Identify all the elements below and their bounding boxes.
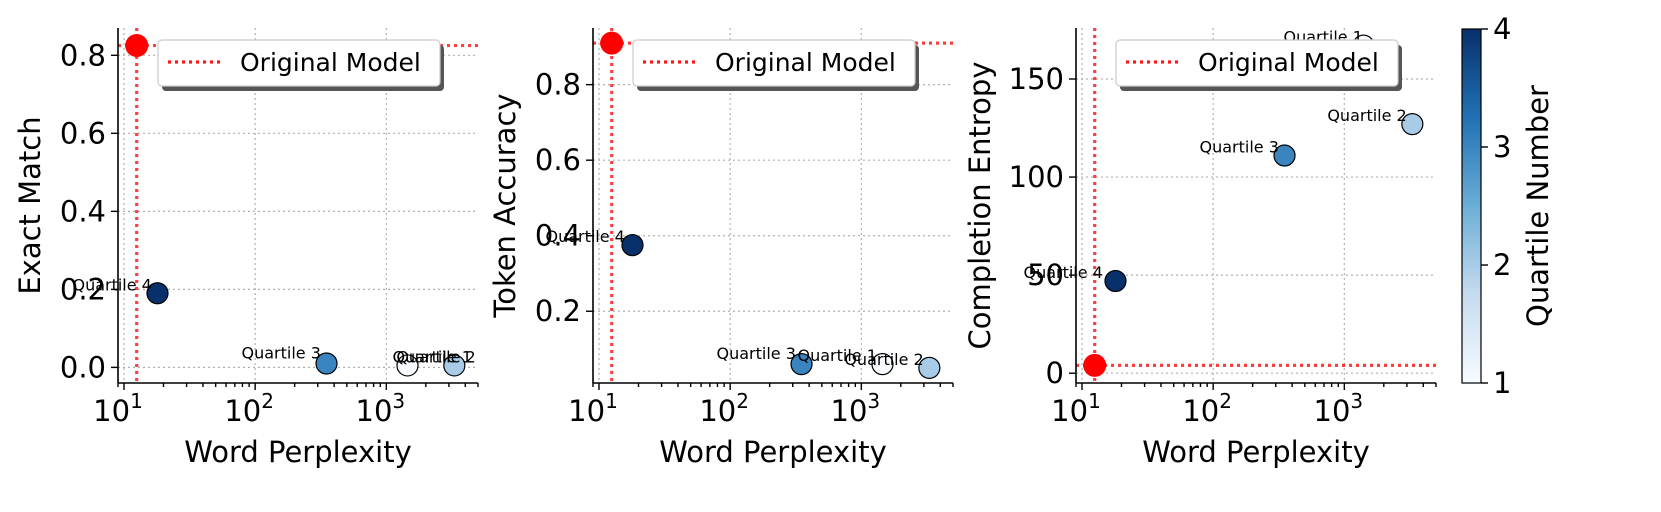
legend-label: Original Model xyxy=(240,48,421,77)
point-label: Quartile 2 xyxy=(1327,106,1406,125)
data-point-quartile-3 xyxy=(1273,144,1296,167)
y-tick-label: 0.8 xyxy=(535,68,581,102)
data-point-quartile-2 xyxy=(918,356,941,379)
x-tick-label: 102 xyxy=(1182,389,1232,428)
data-point-quartile-1 xyxy=(396,354,419,377)
point-label: Quartile 3 xyxy=(717,344,796,363)
data-point-quartile-4 xyxy=(146,282,169,305)
legend-label: Original Model xyxy=(1198,48,1379,77)
point-label: Quartile 4 xyxy=(72,275,151,294)
colorbar-tick-label: 1 xyxy=(1493,366,1511,400)
y-axis-title: Exact Match xyxy=(13,116,47,294)
x-tick-label: 102 xyxy=(699,389,749,428)
y-tick-label: 0.4 xyxy=(535,219,581,253)
x-tick-label: 103 xyxy=(356,389,406,428)
y-tick-label: 0.8 xyxy=(60,38,106,72)
x-tick-label: 101 xyxy=(93,389,143,428)
y-tick-label: 100 xyxy=(1009,160,1064,194)
y-tick-label: 50 xyxy=(1027,258,1064,292)
x-tick-label: 101 xyxy=(1051,389,1101,428)
point-label: Quartile 1 xyxy=(797,346,876,365)
legend-box xyxy=(1115,39,1399,87)
x-tick-label: 102 xyxy=(224,389,274,428)
point-label: Quartile 4 xyxy=(1023,263,1102,282)
point-label: Quartile 2 xyxy=(844,350,923,369)
y-axis-title: Token Accuracy xyxy=(488,93,522,318)
data-point-quartile-1 xyxy=(871,353,894,376)
original-model-marker xyxy=(125,34,149,58)
data-point-quartile-3 xyxy=(315,352,338,375)
x-tick-label: 103 xyxy=(1314,389,1364,428)
original-model-marker xyxy=(600,31,624,55)
x-tick-label: 103 xyxy=(831,389,881,428)
legend-box xyxy=(632,39,916,87)
y-tick-label: 0.4 xyxy=(60,194,106,228)
x-axis-title: Word Perplexity xyxy=(184,435,412,469)
y-tick-label: 0 xyxy=(1046,356,1064,390)
colorbar-tick-label: 3 xyxy=(1493,130,1511,164)
original-model-marker xyxy=(1083,353,1107,377)
data-point-quartile-4 xyxy=(1104,269,1127,293)
x-axis-title: Word Perplexity xyxy=(659,435,887,469)
chart-panel-3: 101 102 103 0 50 100 150 Word Perplexity Complet… xyxy=(963,28,1437,469)
y-tick-label: 0.0 xyxy=(60,350,106,384)
y-tick-label: 0.6 xyxy=(535,143,581,177)
legend-label: Original Model xyxy=(715,48,896,77)
chart-panel-1: 101 102 103 0.0 0.2 0.4 0.6 0.8 Word Perplexity E… xyxy=(13,28,479,469)
data-point-quartile-2 xyxy=(1401,113,1424,136)
y-axis-title: Completion Entropy xyxy=(963,62,997,350)
point-label: Quartile 4 xyxy=(545,227,624,246)
point-label: Quartile 3 xyxy=(1200,137,1279,156)
point-label: Quartile 2 xyxy=(396,347,475,366)
x-axis-title: Word Perplexity xyxy=(1142,435,1370,469)
chart-panel-2: 101 102 103 0.2 0.4 0.6 0.8 Word Perplexity Toke… xyxy=(488,28,954,469)
legend-box xyxy=(157,39,441,87)
data-point-quartile-4 xyxy=(621,234,644,257)
y-tick-label: 0.6 xyxy=(60,116,106,150)
x-tick-label: 101 xyxy=(568,389,618,428)
point-label: Quartile 1 xyxy=(392,347,471,366)
colorbar-label: Quartile Number xyxy=(1521,85,1555,327)
colorbar-tick-label: 4 xyxy=(1493,12,1511,46)
data-point-quartile-2 xyxy=(443,354,466,377)
colorbar-tick-label: 2 xyxy=(1493,248,1511,282)
y-tick-label: 0.2 xyxy=(60,272,106,306)
point-label: Quartile 3 xyxy=(242,343,321,362)
y-tick-label: 0.2 xyxy=(535,294,581,328)
colorbar-gradient xyxy=(1461,28,1482,384)
data-point-quartile-3 xyxy=(790,353,813,376)
colorbar: 1 2 3 4 Quartile Number xyxy=(1461,12,1555,400)
y-tick-label: 150 xyxy=(1009,62,1064,96)
